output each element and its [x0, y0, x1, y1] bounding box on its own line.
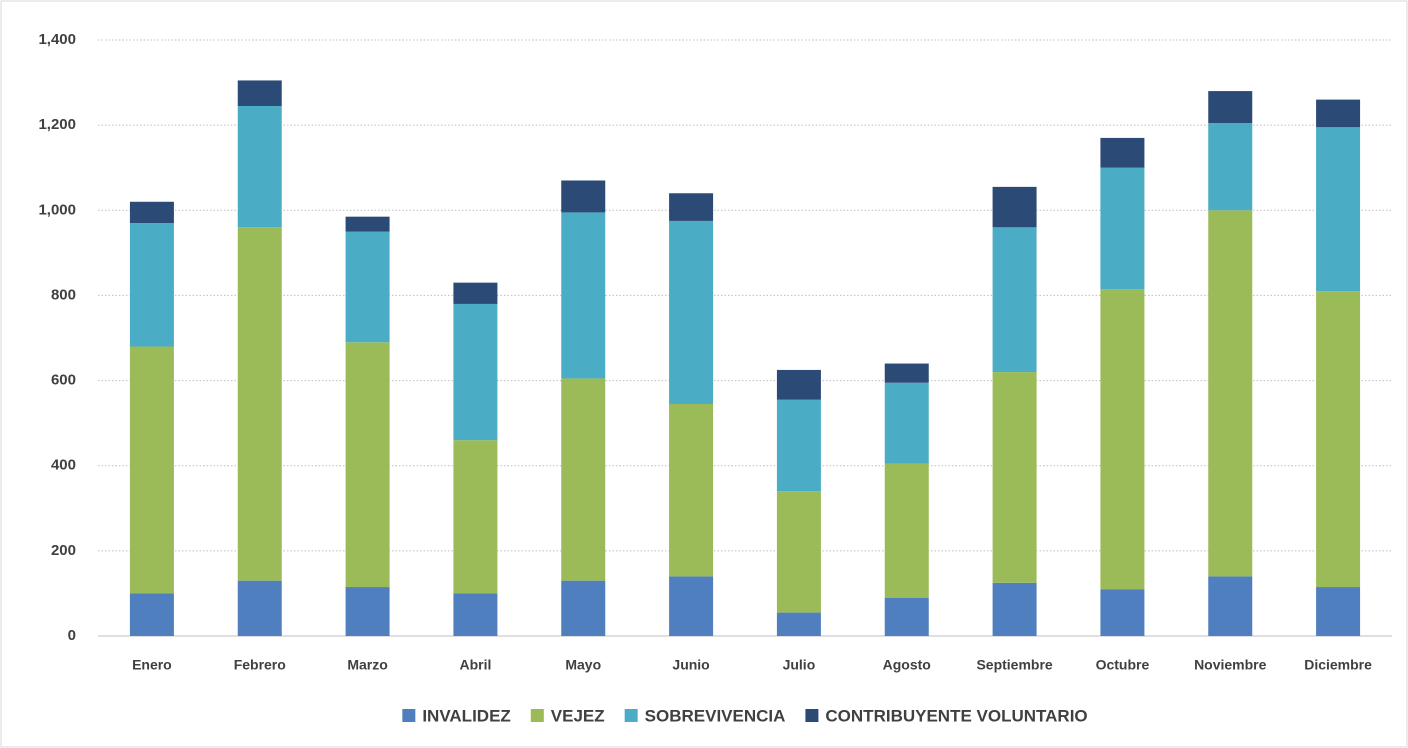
bar-segment [776, 612, 821, 636]
bar-segment [129, 593, 174, 636]
legend-label: CONTRIBUYENTE VOLUNTARIO [825, 706, 1087, 725]
bar-segment [453, 593, 498, 636]
x-tick-label: Noviembre [1194, 657, 1267, 673]
bar-segment [992, 227, 1037, 373]
x-tick-label: Octubre [1096, 657, 1150, 673]
legend-swatch [624, 709, 638, 722]
bar-segment [669, 193, 714, 221]
bar-segment [129, 223, 174, 347]
bar-segment [1316, 291, 1361, 588]
legend-label: INVALIDEZ [422, 706, 510, 725]
y-tick-label: 800 [51, 286, 76, 303]
bar-segment [669, 220, 714, 404]
bar-segment [1208, 210, 1253, 577]
bar-segment [129, 346, 174, 594]
x-tick-label: Diciembre [1304, 657, 1372, 673]
legend-swatch [530, 709, 544, 722]
bar-segment [561, 580, 606, 636]
bar-segment [1316, 99, 1361, 128]
bar-segment [129, 201, 174, 224]
bar-segment [1100, 589, 1145, 636]
y-tick-label: 1,200 [38, 116, 76, 133]
bar-segment [1208, 576, 1253, 636]
x-tick-label: Julio [783, 657, 816, 673]
bar-segment [884, 363, 929, 383]
bar-segment [1100, 289, 1145, 590]
bar-segment [1208, 91, 1253, 124]
bar-segment [1100, 137, 1145, 168]
y-tick-label: 1,000 [38, 201, 76, 218]
x-tick-label: Mayo [565, 657, 601, 673]
bar-segment [669, 403, 714, 577]
bar-segment [992, 186, 1037, 228]
bar-segment [776, 399, 821, 492]
bar-segment [561, 378, 606, 581]
bar-segment [345, 216, 390, 232]
x-tick-label: Enero [132, 657, 172, 673]
y-tick-label: 400 [51, 457, 76, 474]
bar-segment [992, 582, 1037, 636]
x-tick-label: Agosto [883, 657, 931, 673]
bar-segment [1208, 123, 1253, 211]
bar-segment [345, 587, 390, 636]
bar-segment [237, 80, 282, 106]
bar-segment [992, 372, 1037, 583]
legend-swatch [402, 709, 416, 722]
bar-segment [669, 576, 714, 636]
bar-segment [1100, 167, 1145, 290]
x-tick-label: Febrero [234, 657, 286, 673]
bar-segment [237, 580, 282, 636]
bar-segment [345, 231, 390, 343]
bar-segment [453, 303, 498, 441]
bar-segment [561, 180, 606, 213]
x-tick-label: Septiembre [976, 657, 1052, 673]
bar-segment [1316, 587, 1361, 636]
x-tick-label: Junio [672, 657, 709, 673]
legend-label: VEJEZ [551, 706, 605, 725]
bar-segment [884, 463, 929, 598]
bar-segment [237, 227, 282, 581]
y-tick-label: 200 [51, 542, 76, 559]
y-tick-label: 600 [51, 372, 76, 389]
y-tick-label: 0 [68, 627, 76, 644]
bar-segment [561, 212, 606, 379]
bar-segment [453, 282, 498, 304]
bar-segment [776, 369, 821, 400]
bar-segment [1316, 127, 1361, 292]
legend-label: SOBREVIVENCIA [645, 706, 786, 725]
bar-segment [345, 342, 390, 588]
bar-segment [884, 382, 929, 464]
x-tick-label: Abril [459, 657, 491, 673]
bar-segment [453, 440, 498, 594]
y-tick-label: 1,400 [38, 31, 76, 48]
bar-segment [237, 105, 282, 228]
legend-swatch [805, 709, 819, 722]
bar-segment [776, 491, 821, 613]
bar-segment [884, 597, 929, 636]
x-tick-label: Marzo [347, 657, 387, 673]
